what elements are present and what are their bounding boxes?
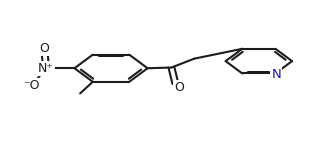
Text: O: O <box>174 81 184 94</box>
Text: N⁺: N⁺ <box>38 62 54 75</box>
Text: O: O <box>40 42 50 55</box>
Text: ⁻O: ⁻O <box>23 79 39 92</box>
Text: N: N <box>271 68 281 81</box>
